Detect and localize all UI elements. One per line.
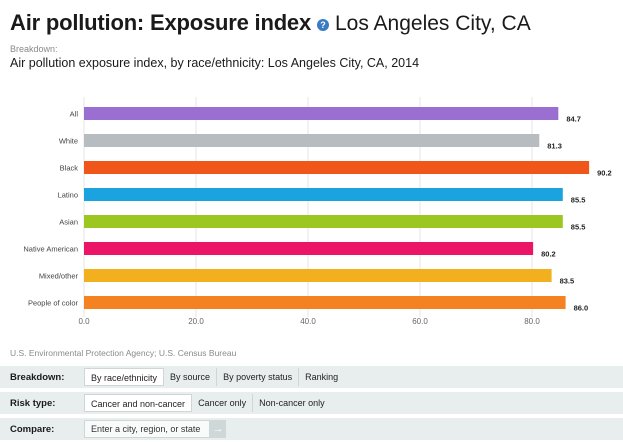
option-non-cancer-only[interactable]: Non-cancer only (259, 398, 325, 408)
value-label: 81.3 (547, 142, 562, 151)
compare-input[interactable] (84, 420, 210, 438)
bar (84, 161, 590, 174)
x-tick-label: 20.0 (188, 317, 204, 326)
x-tick-label: 80.0 (524, 317, 540, 326)
value-label: 85.5 (571, 196, 586, 205)
value-label: 86.0 (574, 304, 589, 313)
risk-type-label: Risk type: (10, 397, 56, 409)
compare-control-row: Compare: → (0, 418, 623, 440)
breakdown-control-row: Breakdown: By race/ethnicity By source B… (0, 366, 623, 388)
option-ranking[interactable]: Ranking (305, 372, 339, 382)
category-label: All (70, 110, 79, 119)
bar (84, 269, 552, 282)
chart-subtitle: Air pollution exposure index, by race/et… (10, 56, 420, 70)
info-icon[interactable]: ? (317, 19, 329, 31)
category-label: White (59, 137, 78, 146)
x-tick-label: 40.0 (300, 317, 316, 326)
bar (84, 188, 563, 201)
category-label: Mixed/other (39, 272, 79, 281)
category-label: Black (60, 164, 79, 173)
source-note: U.S. Environmental Protection Agency; U.… (10, 348, 237, 358)
title-location: Los Angeles City, CA (335, 12, 531, 35)
title-indicator: Air pollution: Exposure index (10, 10, 311, 35)
value-label: 80.2 (541, 250, 556, 259)
breakdown-caption: Breakdown: (10, 44, 58, 54)
risk-type-control-row: Risk type: Cancer and non-cancer Cancer … (0, 392, 623, 414)
category-label: Latino (58, 191, 78, 200)
category-label: Asian (59, 218, 78, 227)
option-cancer-only[interactable]: Cancer only (192, 394, 254, 412)
bar (84, 242, 534, 255)
option-by-poverty-status[interactable]: By poverty status (217, 368, 300, 386)
value-label: 84.7 (566, 115, 581, 124)
category-label: People of color (28, 299, 79, 308)
value-label: 83.5 (560, 277, 575, 286)
bar (84, 134, 540, 147)
category-label: Native American (23, 245, 78, 254)
page-title: Air pollution: Exposure index ? Los Ange… (10, 10, 531, 36)
x-tick-label: 0.0 (78, 317, 90, 326)
bar (84, 296, 566, 309)
bar (84, 215, 563, 228)
option-by-race-ethnicity[interactable]: By race/ethnicity (84, 368, 165, 386)
bar-chart: All 84.7 White 81.3 Black 90.2 Latino 85.5 Asian… (23, 97, 612, 326)
compare-label: Compare: (10, 423, 55, 435)
compare-go-button[interactable]: → (210, 420, 226, 438)
option-by-source[interactable]: By source (164, 368, 218, 386)
value-label: 90.2 (597, 169, 612, 178)
breakdown-label: Breakdown: (10, 371, 65, 383)
value-label: 85.5 (571, 223, 586, 232)
x-tick-label: 60.0 (412, 317, 428, 326)
option-cancer-and-non-cancer[interactable]: Cancer and non-cancer (84, 394, 193, 412)
bar (84, 107, 559, 120)
